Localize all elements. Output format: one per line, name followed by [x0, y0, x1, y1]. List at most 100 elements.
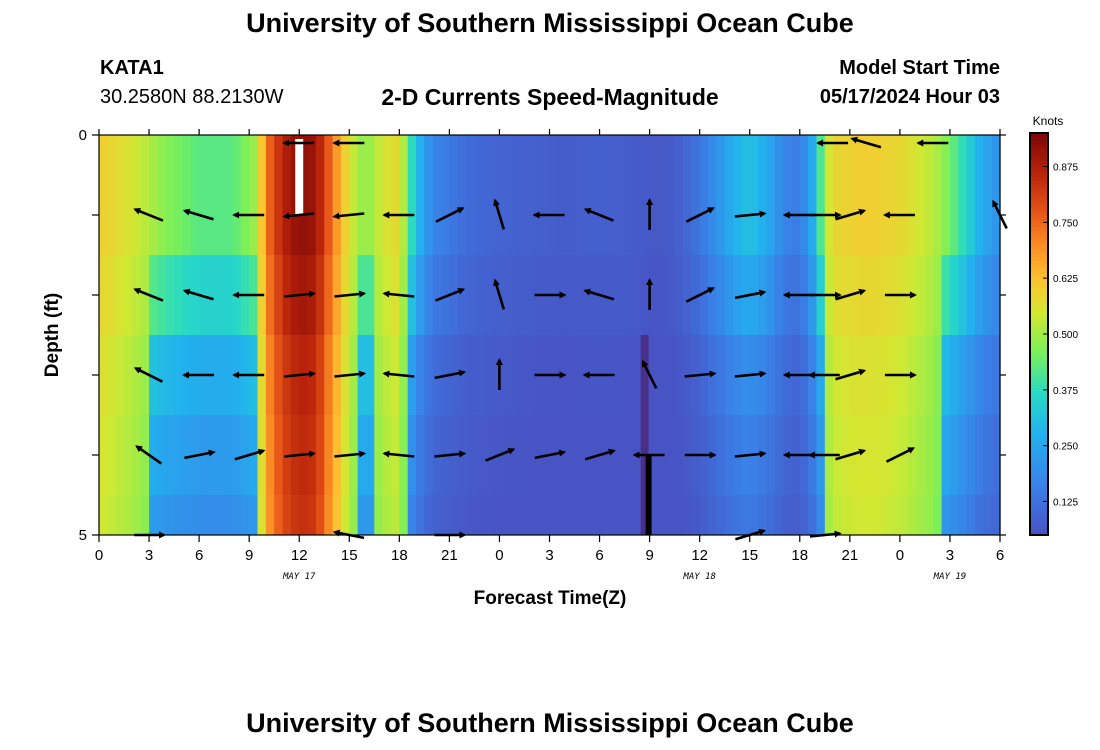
heatmap-cell [466, 135, 476, 176]
heatmap-cell [858, 415, 868, 496]
current-arrow [485, 448, 516, 462]
heatmap-cell [541, 495, 551, 536]
heatmap-cell [115, 335, 125, 416]
heatmap-cell [674, 335, 684, 416]
heatmap-cell [908, 495, 918, 536]
heatmap-cell [215, 135, 225, 176]
heatmap-cell [991, 335, 1001, 416]
colorbar-segment [1030, 484, 1048, 489]
colorbar-segment [1030, 367, 1048, 372]
x-tick-label: 0 [495, 547, 503, 564]
heatmap-cell [607, 495, 617, 536]
colorbar-segment [1030, 451, 1048, 456]
current-arrow [734, 210, 767, 218]
heatmap-cell [491, 255, 501, 336]
heatmap-cell [674, 255, 684, 336]
heatmap-cell [866, 175, 876, 256]
colorbar-segment [1030, 226, 1048, 231]
colorbar-segment [1030, 230, 1048, 235]
heatmap-cell [390, 495, 400, 536]
current-arrow [135, 445, 163, 465]
heatmap-cell [307, 135, 317, 176]
colorbar-segment [1030, 471, 1048, 476]
colorbar-segment [1030, 357, 1048, 362]
heatmap-cell [132, 335, 142, 416]
colorbar-segment [1030, 139, 1048, 144]
current-arrow [334, 370, 367, 378]
heatmap-cell [482, 135, 492, 176]
colorbar-segment [1030, 498, 1048, 503]
colorbar-segment [1030, 494, 1048, 499]
colorbar-segment [1030, 364, 1048, 369]
heatmap-cell [240, 135, 250, 176]
colorbar-segment [1030, 354, 1048, 359]
colorbar-segment [1030, 210, 1048, 214]
heatmap-cell [441, 175, 450, 256]
colorbar-segment [1030, 173, 1048, 178]
heatmap-cell [482, 335, 492, 416]
heatmap-cell [107, 255, 117, 336]
heatmap-cell [916, 415, 926, 496]
heatmap-cell [766, 335, 776, 416]
heatmap-cell [691, 135, 701, 176]
heatmap-cell [282, 495, 292, 536]
colorbar-segment [1030, 340, 1048, 345]
heatmap-cell [966, 175, 976, 256]
heatmap-cell [624, 175, 634, 256]
heatmap-cell [407, 135, 417, 176]
heatmap-cell [265, 495, 275, 536]
heatmap-cell [557, 415, 567, 496]
colorbar-segment [1030, 176, 1048, 181]
heatmap-cell [591, 255, 601, 336]
heatmap-cell [716, 175, 726, 256]
heatmap-cell [724, 135, 734, 176]
heatmap-cell [566, 175, 576, 256]
heatmap-cell [983, 495, 993, 536]
heatmap-cell [949, 335, 959, 416]
heatmap-cell [582, 255, 592, 336]
heatmap-cell [958, 255, 968, 336]
colorbar-segment [1030, 447, 1048, 452]
current-arrow [182, 288, 214, 301]
heatmap-cell [107, 335, 117, 416]
colorbar-segment [1030, 220, 1048, 225]
heatmap-cell [666, 175, 676, 256]
colorbar-segment [1030, 431, 1048, 436]
heatmap-cell [607, 255, 617, 336]
heatmap-cell [883, 495, 893, 536]
heatmap-cell [115, 135, 125, 176]
heatmap-cell [916, 495, 926, 536]
colorbar-segment [1030, 434, 1048, 439]
low-speed-column [640, 335, 649, 535]
colorbar-segment [1030, 514, 1048, 519]
heatmap-cell [716, 135, 726, 176]
heatmap-cell [966, 135, 976, 176]
colorbar-segment [1030, 213, 1048, 218]
colorbar-segment [1030, 146, 1048, 151]
chart-canvas: 0 3 6 9 12 15 18 21 0 3 6 9 12 15 18 21 0 3 6 MAY 17 MAY 18 M… [42, 114, 1078, 609]
heatmap-cell [257, 415, 267, 496]
heatmap-cell [758, 135, 767, 176]
heatmap-cell [507, 415, 517, 496]
heatmap-cell [958, 335, 968, 416]
heatmap-cell [157, 495, 167, 536]
heatmap-cell [733, 495, 742, 536]
heatmap-cell [858, 495, 868, 536]
heatmap-cell [599, 495, 609, 536]
heatmap-cell [507, 335, 517, 416]
heatmap-cell [949, 495, 959, 536]
colorbar-segment [1030, 374, 1048, 379]
colorbar-segment [1030, 390, 1048, 395]
heatmap-cell [674, 175, 684, 256]
x-tick-label: 3 [946, 547, 954, 564]
heatmap-cell [966, 495, 976, 536]
heatmap-cell [724, 255, 734, 336]
heatmap [99, 135, 1001, 536]
colorbar-tick-label: 0.250 [1053, 442, 1078, 453]
heatmap-cell [424, 255, 434, 336]
current-arrow [850, 136, 882, 149]
heatmap-cell [374, 415, 384, 496]
heatmap-cell [849, 175, 859, 256]
heatmap-cell [849, 335, 859, 416]
heatmap-cell [182, 495, 192, 536]
